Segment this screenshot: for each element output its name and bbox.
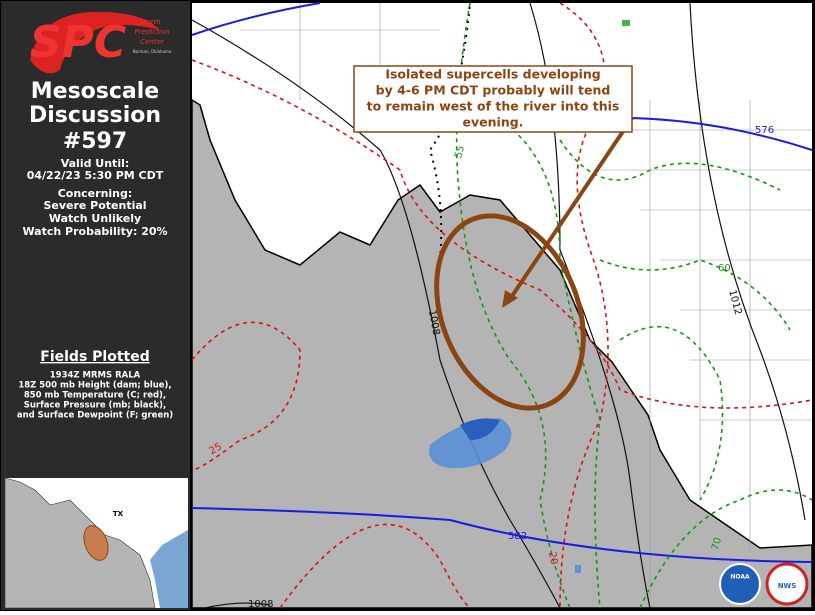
contour-label: 582	[508, 531, 527, 542]
logo-text: Norman, Oklahoma	[133, 49, 172, 54]
field-line: 1934Z MRMS RALA	[50, 371, 141, 381]
concerning: Watch Probability: 20%	[22, 225, 167, 238]
annotation-line: Isolated supercells developing	[385, 67, 600, 82]
nws-text: NWS	[778, 582, 797, 590]
md-area	[434, 213, 586, 411]
logo-swoosh	[30, 11, 160, 74]
inset-area	[83, 525, 109, 561]
contour-label: 1008	[248, 599, 273, 610]
logo-text: Center	[140, 38, 165, 46]
concerning: Severe Potential	[43, 199, 146, 212]
county-lines	[240, 3, 812, 600]
concerning: Watch Unlikely	[49, 212, 141, 225]
annotation-line: by 4-6 PM CDT probably will tend	[376, 83, 611, 98]
annotation-arrow	[506, 116, 634, 304]
valid-label: Valid Until:	[61, 157, 130, 170]
arrow-head	[502, 290, 518, 308]
field-line: 18Z 500 mb Height (dam; blue),	[18, 381, 171, 391]
noaa-badge	[719, 563, 761, 605]
contour-label: 60	[718, 263, 731, 274]
field-line: 850 mb Temperature (C; red),	[24, 391, 166, 401]
agency-badges: NOAA NWS	[719, 562, 809, 606]
contour-label: 55	[453, 144, 467, 159]
inset-label: TX	[113, 510, 124, 518]
logo: SPC Storm Prediction Center Norman, Okla…	[30, 11, 172, 74]
logo-text: Prediction	[134, 28, 169, 36]
noaa-text: NOAA	[730, 574, 750, 581]
inset-gulf	[150, 530, 188, 608]
inset-map: TX	[4, 477, 188, 609]
md-number: #597	[63, 129, 127, 154]
contour-label: 576	[755, 125, 774, 136]
concerning-label: Concerning:	[58, 187, 133, 200]
annotation-line: to remain west of the river into this	[367, 99, 620, 114]
fields-title: Fields Plotted	[40, 349, 149, 365]
annotation-line: evening.	[463, 115, 524, 130]
contour-label: 20	[546, 551, 559, 565]
title: Discussion	[29, 103, 161, 128]
contour-label: 1008	[426, 309, 441, 336]
mexico	[191, 98, 813, 609]
field-line: and Surface Dewpoint (F; green)	[17, 411, 173, 421]
logo-letters: SPC	[30, 17, 126, 68]
field-line: Surface Pressure (mb; black),	[24, 401, 167, 411]
nws-badge	[765, 562, 809, 606]
logo-text: Storm	[139, 18, 160, 26]
contour-label: 70	[710, 536, 724, 551]
valid-time: 04/22/23 5:30 PM CDT	[27, 169, 164, 182]
radar-echoes	[429, 20, 630, 573]
height-contours	[191, 2, 813, 563]
title: Mesoscale	[31, 79, 159, 104]
temperature-contours	[191, 2, 813, 609]
inset-mexico	[4, 477, 156, 609]
annotation-box	[353, 65, 633, 133]
